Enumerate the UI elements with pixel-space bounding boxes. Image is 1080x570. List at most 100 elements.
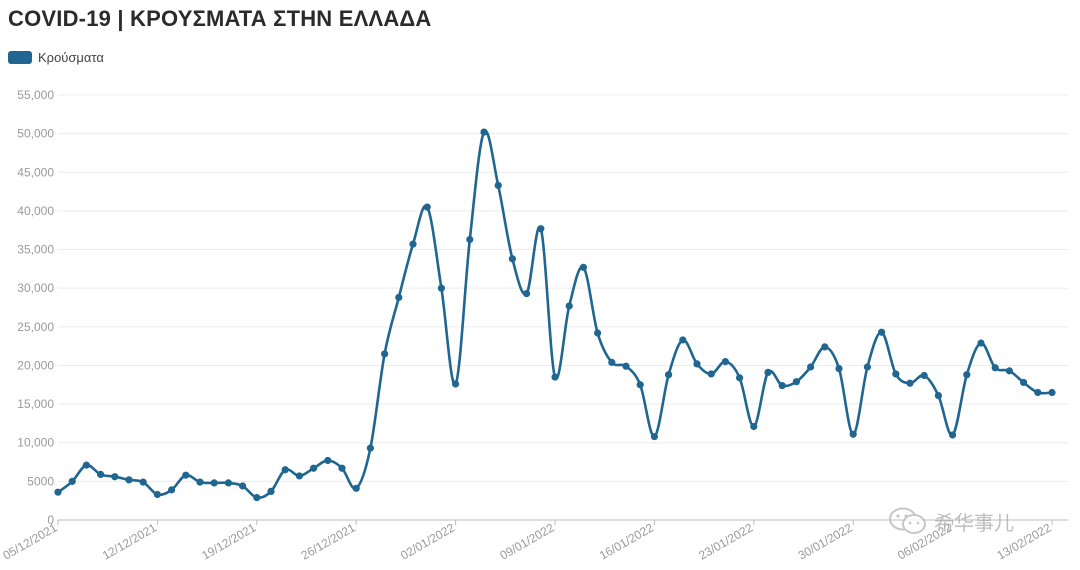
data-point[interactable]: 04/01/2022: 50200 xyxy=(480,128,488,136)
data-point[interactable]: 20/01/2022: 18900 xyxy=(707,370,715,378)
data-point[interactable]: 15/01/2022: 17500 xyxy=(636,381,644,389)
y-tick-label: 10,000 xyxy=(17,436,54,450)
data-point[interactable]: 09/12/2021: 5600 xyxy=(111,473,119,481)
data-points: 05/12/2021: 3600 06/12/2021: 5000 07/12/20… xyxy=(54,128,1056,502)
legend[interactable]: Κρούσματα xyxy=(8,50,104,65)
data-point[interactable]: 31/01/2022: 19800 xyxy=(863,363,872,371)
data-point[interactable]: 03/01/2022: 36300 xyxy=(466,235,474,244)
data-point[interactable]: 06/01/2022: 33800 xyxy=(508,255,516,263)
data-point[interactable]: 16/12/2021: 4800 xyxy=(210,479,218,487)
data-point[interactable]: 23/12/2021: 6700 xyxy=(310,464,318,472)
data-point[interactable]: 11/02/2022: 17800 xyxy=(1020,378,1028,387)
data-point[interactable]: 22/01/2022: 18400 xyxy=(736,374,744,382)
data-point[interactable]: 12/02/2022: 16500 xyxy=(1034,388,1042,397)
data-point[interactable]: 25/12/2021: 6700 xyxy=(338,464,346,472)
data-point[interactable]: 24/01/2022: 19100 xyxy=(764,368,772,377)
data-point[interactable]: 10/01/2022: 27700 xyxy=(565,302,573,310)
data-point[interactable]: 09/01/2022: 18500 xyxy=(551,373,559,381)
y-tick-label: 35,000 xyxy=(17,243,54,257)
data-point[interactable]: 21/01/2022: 20500 xyxy=(721,357,730,366)
data-point[interactable]: 17/01/2022: 18800 xyxy=(665,371,673,379)
data-point[interactable]: 28/12/2021: 21500 xyxy=(381,350,389,358)
y-tick-label: 45,000 xyxy=(17,165,54,179)
data-point[interactable]: 19/01/2022: 20200 xyxy=(693,360,701,368)
data-point[interactable]: 11/01/2022: 32700 xyxy=(579,263,588,271)
data-point[interactable]: 14/01/2022: 19900 xyxy=(622,362,630,370)
data-point[interactable]: 01/01/2022: 30000 xyxy=(437,284,445,292)
data-point[interactable]: 05/02/2022: 16100 xyxy=(934,391,943,400)
data-point[interactable]: 28/01/2022: 22400 xyxy=(821,343,829,351)
data-point[interactable]: 19/12/2021: 2900 xyxy=(253,493,261,502)
y-tick-labels: 0 5000 10,000 15,000 20,000 25,000 30,000 35,00… xyxy=(17,88,54,527)
y-tick-label: 55,000 xyxy=(17,88,54,102)
y-tick-label: 5000 xyxy=(27,474,54,488)
x-tick-label: 26/12/2021 xyxy=(299,520,358,562)
y-tick-label: 30,000 xyxy=(17,281,54,295)
data-point[interactable]: 07/01/2022: 29300 xyxy=(523,289,531,298)
data-point[interactable]: 24/12/2021: 7700 xyxy=(324,456,332,465)
legend-swatch xyxy=(8,51,32,64)
data-point[interactable]: 06/02/2022: 11000 xyxy=(949,431,957,439)
data-point[interactable]: 27/01/2022: 19800 xyxy=(807,363,815,371)
data-point[interactable]: 18/01/2022: 23300 xyxy=(679,336,687,344)
data-point[interactable]: 12/12/2021: 3300 xyxy=(153,490,161,499)
data-point[interactable]: 20/12/2021: 3700 xyxy=(267,487,275,496)
data-point[interactable]: 13/12/2021: 3900 xyxy=(168,486,176,494)
data-point[interactable]: 02/02/2022: 18900 xyxy=(892,370,900,378)
legend-label: Κρούσματα xyxy=(38,50,104,65)
data-point[interactable]: 30/01/2022: 11100 xyxy=(849,430,857,438)
data-point[interactable]: 21/12/2021: 6500 xyxy=(281,466,289,474)
data-point[interactable]: 06/12/2021: 5000 xyxy=(68,477,76,485)
data-point[interactable]: 29/12/2021: 28800 xyxy=(395,293,403,302)
x-tick-label: 05/12/2021 xyxy=(0,520,59,562)
data-point[interactable]: 23/01/2022: 12100 xyxy=(750,422,758,431)
y-tick-label: 50,000 xyxy=(17,127,54,141)
y-tick-label: 0 xyxy=(47,513,54,527)
x-tick-label: 02/01/2022 xyxy=(398,520,457,562)
data-point[interactable]: 10/12/2021: 5200 xyxy=(125,476,133,484)
data-point[interactable]: 05/01/2022: 43300 xyxy=(494,181,502,190)
x-tick-label: 23/01/2022 xyxy=(696,520,755,562)
y-tick-label: 25,000 xyxy=(17,320,54,334)
data-point[interactable]: 08/02/2022: 22900 xyxy=(977,339,985,347)
x-tick-label: 16/01/2022 xyxy=(597,520,656,562)
data-point[interactable]: 26/12/2021: 4100 xyxy=(352,484,360,492)
data-point[interactable]: 16/01/2022: 10800 xyxy=(650,432,659,441)
data-point[interactable]: 03/02/2022: 17700 xyxy=(906,379,914,387)
data-point[interactable]: 30/12/2021: 35700 xyxy=(409,240,417,248)
watermark-text: 希华事儿 xyxy=(934,510,1014,535)
x-tick-label: 30/01/2022 xyxy=(796,520,855,562)
data-point[interactable]: 05/12/2021: 3600 xyxy=(54,488,62,496)
data-point[interactable]: 04/02/2022: 18700 xyxy=(920,371,928,380)
data-point[interactable]: 10/02/2022: 19300 xyxy=(1005,367,1014,375)
data-point[interactable]: 07/02/2022: 18800 xyxy=(963,371,971,379)
data-point[interactable]: 29/01/2022: 19600 xyxy=(835,364,843,373)
watermark: 希华事儿 xyxy=(888,506,1014,536)
data-point[interactable]: 12/01/2022: 24200 xyxy=(594,329,602,337)
data-point[interactable]: 18/12/2021: 4400 xyxy=(239,482,247,490)
data-point[interactable]: 02/01/2022: 17600 xyxy=(452,380,460,388)
y-tick-label: 20,000 xyxy=(17,358,54,372)
data-point[interactable]: 09/02/2022: 19700 xyxy=(991,364,999,372)
data-point[interactable]: 01/02/2022: 24300 xyxy=(878,328,886,336)
data-point[interactable]: 17/12/2021: 4800 xyxy=(224,479,232,487)
data-point[interactable]: 08/12/2021: 5900 xyxy=(97,470,105,479)
data-point[interactable]: 25/01/2022: 17400 xyxy=(778,381,786,390)
data-point[interactable]: 15/12/2021: 4900 xyxy=(196,478,204,486)
data-point[interactable]: 13/01/2022: 20400 xyxy=(608,358,616,366)
wechat-icon xyxy=(889,507,926,534)
data-point[interactable]: 22/12/2021: 5700 xyxy=(295,472,303,480)
data-point[interactable]: 11/12/2021: 4900 xyxy=(139,478,147,486)
data-point[interactable]: 31/12/2021: 40500 xyxy=(423,203,431,211)
data-point[interactable]: 07/12/2021: 7100 xyxy=(82,461,90,469)
data-point[interactable]: 27/12/2021: 9300 xyxy=(366,444,374,452)
x-tick-label: 19/12/2021 xyxy=(199,520,258,562)
data-point[interactable]: 08/01/2022: 37700 xyxy=(537,225,545,233)
data-point[interactable]: 13/02/2022: 16500 xyxy=(1048,388,1056,397)
data-point[interactable]: 26/01/2022: 17900 xyxy=(792,378,801,386)
data-point[interactable]: 14/12/2021: 5800 xyxy=(182,471,190,479)
y-tick-label: 15,000 xyxy=(17,397,54,411)
grid-lines xyxy=(58,94,1068,521)
y-tick-label: 40,000 xyxy=(17,204,54,218)
